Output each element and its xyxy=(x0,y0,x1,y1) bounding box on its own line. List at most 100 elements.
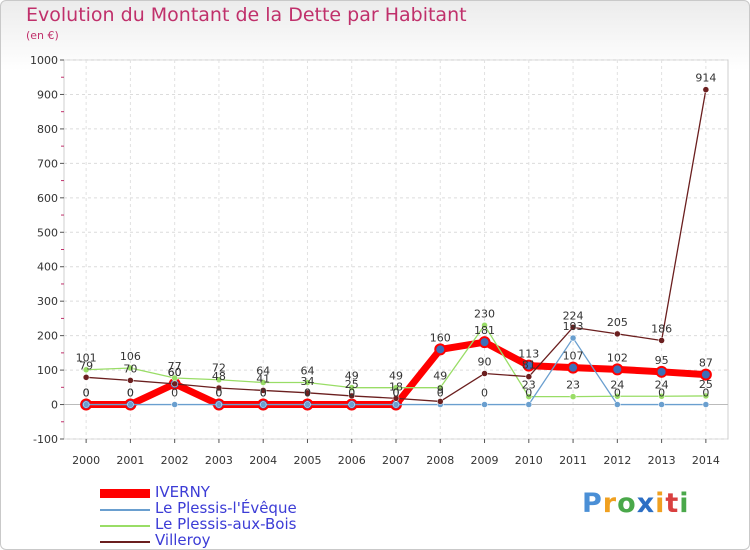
data-label-le-plessis-aux-bois: 25 xyxy=(699,378,713,391)
data-point-villeroy[interactable] xyxy=(259,387,267,394)
data-label-le-plessis-l-eveque: 0 xyxy=(393,387,400,400)
data-point-villeroy[interactable] xyxy=(82,374,90,381)
data-point-le-plessis-l-eveque[interactable] xyxy=(481,401,488,408)
data-point-le-plessis-l-eveque[interactable] xyxy=(658,401,665,408)
data-point-iverny[interactable] xyxy=(522,359,535,372)
data-point-le-plessis-aux-bois[interactable] xyxy=(392,384,400,391)
x-tick-label: 2000 xyxy=(72,454,100,467)
y-axis: -100 0 100 200 300 400 500 600 700 800 900 1000 xyxy=(30,54,64,446)
data-label-iverny: 160 xyxy=(430,331,451,344)
y-tick-label: 200 xyxy=(37,330,58,343)
data-point-le-plessis-l-eveque[interactable] xyxy=(171,401,178,408)
data-label-iverny: 0 xyxy=(127,387,134,400)
y-tick-label: 900 xyxy=(37,88,58,101)
data-label-iverny: 87 xyxy=(699,357,713,370)
data-label-le-plessis-aux-bois: 106 xyxy=(120,350,141,363)
data-label-le-plessis-aux-bois: 64 xyxy=(300,364,314,377)
legend-label-le-plessis-aux-bois: Le Plessis-aux-Bois xyxy=(155,515,297,533)
x-tick-label: 2006 xyxy=(338,454,366,467)
data-point-villeroy[interactable] xyxy=(569,324,577,331)
data-label-iverny: 0 xyxy=(83,387,90,400)
data-point-villeroy[interactable] xyxy=(304,389,311,397)
data-point-le-plessis-aux-bois[interactable] xyxy=(215,376,223,383)
data-point-le-plessis-l-eveque[interactable] xyxy=(569,334,577,342)
data-label-le-plessis-l-eveque: 0 xyxy=(658,387,665,400)
series-group xyxy=(80,86,712,411)
data-label-villeroy: 25 xyxy=(345,378,359,391)
brand-letter: i xyxy=(655,488,666,519)
data-point-iverny[interactable] xyxy=(611,363,624,376)
legend-swatch-le-plessis-aux-bois xyxy=(100,525,150,527)
x-tick-label: 2009 xyxy=(471,454,499,467)
data-label-le-plessis-aux-bois: 23 xyxy=(522,379,536,392)
data-point-le-plessis-l-eveque[interactable] xyxy=(82,401,90,408)
data-point-le-plessis-aux-bois[interactable] xyxy=(702,392,710,400)
data-label-le-plessis-aux-bois: 77 xyxy=(168,360,182,373)
data-point-iverny[interactable] xyxy=(699,368,712,381)
data-label-le-plessis-l-eveque: 0 xyxy=(702,387,709,400)
data-label-le-plessis-aux-bois: 49 xyxy=(345,370,359,383)
data-point-villeroy[interactable] xyxy=(215,384,223,392)
data-point-le-plessis-l-eveque[interactable] xyxy=(525,401,533,408)
data-label-le-plessis-aux-bois: 64 xyxy=(256,364,270,377)
data-point-iverny[interactable] xyxy=(434,343,447,356)
data-point-iverny[interactable] xyxy=(655,365,668,378)
data-label-le-plessis-l-eveque: 0 xyxy=(127,387,134,400)
data-point-le-plessis-aux-bois[interactable] xyxy=(525,393,533,400)
data-point-le-plessis-l-eveque[interactable] xyxy=(127,401,134,408)
data-label-iverny: 107 xyxy=(563,350,584,363)
data-point-villeroy[interactable] xyxy=(658,337,665,344)
data-point-villeroy[interactable] xyxy=(171,380,178,388)
y-tick-label: 800 xyxy=(37,123,58,136)
data-point-le-plessis-aux-bois[interactable] xyxy=(127,364,134,372)
data-label-iverny: 113 xyxy=(518,348,539,361)
data-label-le-plessis-aux-bois: 49 xyxy=(389,370,403,383)
data-label-le-plessis-l-eveque: 0 xyxy=(171,387,178,400)
brand-letter: x xyxy=(636,488,656,519)
brand-letter: P xyxy=(582,488,603,519)
data-point-le-plessis-l-eveque[interactable] xyxy=(392,401,400,408)
data-point-villeroy[interactable] xyxy=(127,377,134,384)
legend-label-le-plessis-l-eveque: Le Plessis-l'Évêque xyxy=(155,499,297,517)
data-point-villeroy[interactable] xyxy=(525,373,533,380)
data-point-le-plessis-l-eveque[interactable] xyxy=(702,401,710,408)
data-point-le-plessis-aux-bois[interactable] xyxy=(82,366,90,373)
data-point-le-plessis-aux-bois[interactable] xyxy=(481,322,488,329)
data-point-villeroy[interactable] xyxy=(392,395,400,402)
data-label-villeroy: 48 xyxy=(212,370,226,383)
data-point-le-plessis-l-eveque[interactable] xyxy=(304,401,311,408)
data-label-iverny: 0 xyxy=(393,387,400,400)
x-tick-label: 2004 xyxy=(249,454,277,467)
data-point-le-plessis-aux-bois[interactable] xyxy=(259,379,267,386)
brand-letter: i xyxy=(679,488,690,519)
data-point-le-plessis-aux-bois[interactable] xyxy=(569,393,577,400)
data-point-villeroy[interactable] xyxy=(614,330,621,338)
data-point-le-plessis-aux-bois[interactable] xyxy=(437,384,444,391)
data-point-le-plessis-l-eveque[interactable] xyxy=(348,401,355,408)
data-point-villeroy[interactable] xyxy=(481,370,488,377)
data-point-le-plessis-aux-bois[interactable] xyxy=(658,393,665,400)
legend-label-villeroy: Villeroy xyxy=(155,531,211,549)
data-point-villeroy[interactable] xyxy=(702,86,710,93)
data-point-le-plessis-l-eveque[interactable] xyxy=(614,401,621,408)
data-point-le-plessis-aux-bois[interactable] xyxy=(348,384,355,391)
data-label-villeroy: 79 xyxy=(79,359,93,372)
y-tick-label: 500 xyxy=(37,226,58,239)
data-label-iverny: 0 xyxy=(348,387,355,400)
data-point-villeroy[interactable] xyxy=(348,392,355,400)
data-label-iverny: 181 xyxy=(474,324,495,337)
data-point-le-plessis-l-eveque[interactable] xyxy=(215,401,223,408)
data-label-iverny: 0 xyxy=(260,387,267,400)
data-point-villeroy[interactable] xyxy=(437,398,444,405)
data-point-iverny[interactable] xyxy=(567,361,580,374)
data-point-le-plessis-l-eveque[interactable] xyxy=(259,401,267,408)
brand-letter: o xyxy=(617,488,637,519)
data-label-villeroy: 41 xyxy=(256,372,270,385)
x-tick-label: 2011 xyxy=(559,454,587,467)
data-point-iverny[interactable] xyxy=(478,336,491,349)
data-point-le-plessis-aux-bois[interactable] xyxy=(304,379,311,386)
brand-logo: Proxiti xyxy=(582,488,690,519)
data-label-le-plessis-aux-bois: 49 xyxy=(433,370,447,383)
x-tick-label: 2010 xyxy=(515,454,543,467)
data-point-le-plessis-aux-bois[interactable] xyxy=(614,393,621,400)
